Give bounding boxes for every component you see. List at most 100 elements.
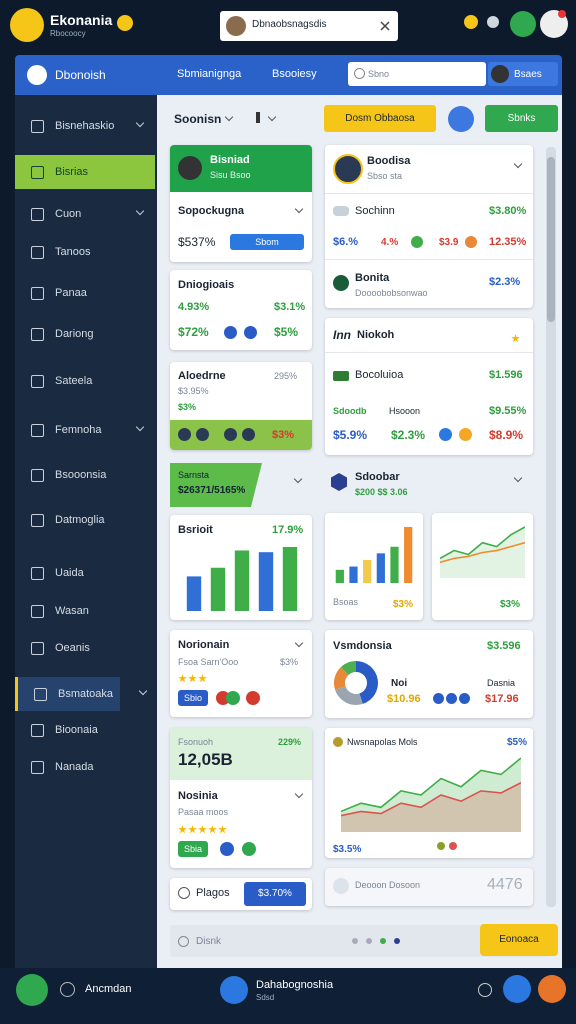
sidebar-icon <box>31 287 44 300</box>
sidebar-label: Tanoos <box>55 246 91 258</box>
profile-sub: Sisu Bsoo <box>210 170 251 180</box>
action-button[interactable] <box>503 975 531 1003</box>
header-button[interactable]: Bsaes <box>488 62 558 86</box>
user-avatar[interactable] <box>448 106 474 132</box>
bottom-label[interactable]: Ancmdan <box>85 983 132 995</box>
sidebar-icon <box>31 469 44 482</box>
app-logo[interactable] <box>10 8 44 42</box>
donut-label: Dasnia <box>487 678 516 688</box>
sidebar-item[interactable]: Bsooonsia <box>15 458 155 492</box>
alert-line: $3.95% <box>178 386 209 396</box>
pager-dot[interactable] <box>380 938 386 944</box>
filter-dropdown[interactable]: Soonisn <box>174 112 222 126</box>
plan-button[interactable]: $3.70% <box>244 882 306 906</box>
icon-settings[interactable] <box>487 16 499 28</box>
sidebar-label: Cuon <box>55 208 82 220</box>
chevron[interactable] <box>513 473 523 483</box>
action-button[interactable] <box>538 975 566 1003</box>
sidebar-item[interactable]: Wasan <box>15 594 155 628</box>
icon <box>446 693 457 704</box>
sidebar-item[interactable]: Oeanis <box>15 631 155 665</box>
header-tab[interactable]: Bsooiesy <box>272 68 317 80</box>
plan-card: Plagos $3.70% <box>170 878 312 910</box>
sidebar-icon <box>31 246 44 259</box>
sidebar-item[interactable]: Uaida <box>15 556 155 590</box>
sidebar-label: Datmoglia <box>55 514 105 526</box>
pager-dot[interactable] <box>394 938 400 944</box>
icon-bell[interactable] <box>464 15 478 29</box>
sidebar-item[interactable]: Cuon <box>15 197 155 231</box>
sidebar-item[interactable]: Bsmatoaka <box>15 677 148 711</box>
secondary-button[interactable]: Sbnks <box>485 105 558 132</box>
header-button-label: Bsaes <box>514 69 542 80</box>
row-value: $9.55% <box>489 405 527 417</box>
sidebar-item[interactable]: Tanoos <box>15 235 155 269</box>
view-icon[interactable] <box>256 112 260 123</box>
sidebar-label: Nanada <box>55 761 94 773</box>
pill[interactable]: Sbom <box>230 234 304 250</box>
chevron[interactable] <box>294 789 304 799</box>
profile-card: Bisniad Sisu Bsoo Sopockugna $537% Sbom <box>170 145 312 262</box>
line-chart <box>440 526 525 578</box>
sidebar-icon <box>31 328 44 341</box>
row-value: $6.% <box>333 236 359 248</box>
chevron[interactable] <box>513 159 523 169</box>
icon <box>224 326 237 339</box>
scroll-thumb[interactable] <box>547 157 555 322</box>
alert-right: 295% <box>274 371 298 381</box>
bar <box>349 566 358 583</box>
search-box[interactable]: Sbno <box>348 62 486 86</box>
home-button[interactable] <box>16 974 48 1006</box>
area-fill <box>341 782 521 832</box>
divider <box>325 352 533 353</box>
row-value: $2.3% <box>489 276 521 288</box>
sidebar-item[interactable]: Bisrias <box>15 155 155 189</box>
app-name: Ekonania <box>50 12 113 28</box>
balance-label: Fsonuoh <box>178 737 214 747</box>
close-button[interactable] <box>380 21 390 31</box>
header-tab[interactable]: Sbmianignga <box>177 68 242 80</box>
stat: 4.93% <box>178 301 210 313</box>
balance-sub: Pasaa moos <box>178 807 229 817</box>
mini-label: Bsoas <box>333 597 359 607</box>
muted-card: Deooon Dosoon 4476 <box>325 868 533 906</box>
donut-slice <box>356 661 378 704</box>
donut-slice <box>334 666 349 690</box>
card-title: Aloedrne <box>178 370 226 382</box>
store-sub: $200 $$ 3.06 <box>355 487 408 497</box>
icon-status[interactable] <box>510 11 536 37</box>
tag-title: Sarnsta <box>178 470 210 480</box>
balance-value: 12,05B <box>178 750 233 769</box>
row-value: $5.9% <box>333 428 368 442</box>
footer-action[interactable]: Eonoaca <box>480 924 558 956</box>
sidebar-item[interactable]: Datmoglia <box>15 503 155 537</box>
notification-text: Dbnaobsnagsdis <box>252 19 327 30</box>
chevron[interactable] <box>294 638 304 648</box>
sidebar-item[interactable]: Nanada <box>15 750 155 784</box>
row-label: Sochinn <box>355 205 395 217</box>
alert-bar: $3% <box>170 420 312 450</box>
sidebar-item[interactable]: Bioonaia <box>15 713 155 747</box>
market-card: Inn Niokoh Bocoluioa $1.596 Sdoodb Hsooo… <box>325 318 533 455</box>
sidebar-item[interactable]: Panaa <box>15 276 155 310</box>
icon[interactable] <box>478 983 492 997</box>
pill[interactable]: Sbio <box>178 690 208 706</box>
pager-dot[interactable] <box>366 938 372 944</box>
pill[interactable]: Sbia <box>178 841 208 857</box>
sidebar-item[interactable]: Bisnehaskio <box>15 109 155 143</box>
favorite[interactable] <box>511 330 521 348</box>
sidebar-icon <box>31 120 44 133</box>
pager-dot[interactable] <box>352 938 358 944</box>
sidebar-item[interactable]: Sateela <box>15 364 155 398</box>
sidebar-label: Uaida <box>55 567 84 579</box>
sidebar-label: Sateela <box>55 375 93 387</box>
bottom-user-sub: Sdsd <box>256 993 275 1002</box>
primary-button[interactable]: Dosm Obbaosa <box>324 105 436 132</box>
sidebar-item[interactable]: Dariong <box>15 317 155 351</box>
sidebar-item[interactable]: Femnoha <box>15 413 155 447</box>
sidebar-icon <box>31 375 44 388</box>
user-avatar[interactable] <box>220 976 248 1004</box>
row-value: $3.9 <box>439 237 459 248</box>
scrollbar[interactable] <box>546 147 556 907</box>
chevron[interactable] <box>294 204 304 214</box>
